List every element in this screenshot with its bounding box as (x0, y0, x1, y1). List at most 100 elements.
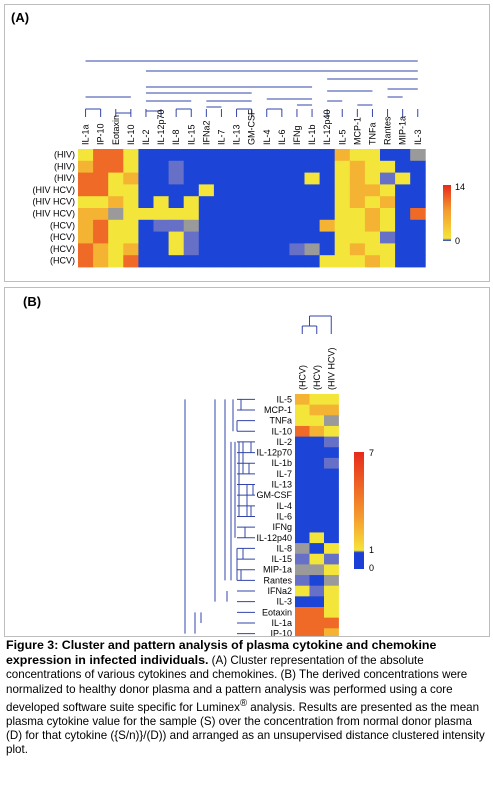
heatmap-a-cell (395, 196, 411, 209)
heatmap-a-cell (108, 184, 124, 197)
heatmap-a-cell (244, 184, 260, 197)
heatmap-a-cell (319, 219, 336, 232)
heatmap-a-cell (153, 255, 169, 268)
heatmap-a-cell (334, 184, 351, 197)
heatmap-a-cell (380, 149, 396, 162)
heatmap-a-cell (410, 243, 426, 256)
heatmap-a-cell (334, 160, 351, 173)
heatmap-a-cell (198, 219, 215, 232)
heatmap-a-cell (334, 243, 351, 256)
heatmap-a-cell (93, 255, 109, 268)
legend-b-max: 7 (369, 448, 374, 458)
heatmap-a-cell (108, 208, 124, 221)
column-label-a: TNFa (367, 123, 377, 146)
heatmap-a-cell (380, 184, 396, 197)
heatmap-a-cell (380, 243, 396, 256)
heatmap-a-cell (349, 149, 366, 162)
row-label-a: (HCV) (50, 232, 75, 242)
heatmap-b-cell (324, 628, 339, 640)
heatmap-a-cell (108, 255, 124, 268)
heatmap-a-cell (138, 184, 154, 197)
panel-a: (A) IL-1a IP-10 Eotaxin IL-10 IL-2 IL-12p70 IL… (4, 4, 490, 282)
heatmap-a-cell (319, 243, 336, 256)
heatmap-a-cell (229, 208, 245, 221)
heatmap-a-cell (108, 243, 124, 256)
heatmap-a-cell (319, 149, 336, 162)
heatmap-a-cell (108, 160, 124, 173)
heatmap-a-cell (78, 243, 94, 256)
caption-registered-mark: ® (239, 697, 248, 709)
heatmap-b-cell (324, 404, 339, 416)
heatmap-a-cell (229, 219, 245, 232)
heatmap-a-cell (319, 255, 336, 268)
heatmap-a-cell (274, 196, 290, 209)
heatmap-a-cell (108, 149, 124, 162)
heatmap-a-cell (78, 196, 94, 209)
heatmap-b-cell (324, 457, 339, 469)
heatmap-a-cell (395, 160, 411, 173)
heatmap-b-cell (324, 468, 339, 480)
heatmap-a-cell (168, 208, 185, 221)
heatmap-b-cell (324, 564, 339, 576)
heatmap-a-cell (78, 160, 94, 173)
heatmap-a-cell (380, 219, 396, 232)
heatmap-a-cell (153, 208, 169, 221)
heatmap-b-cell (295, 436, 310, 448)
heatmap-a-cell (153, 231, 169, 244)
heatmap-a-cell (123, 231, 139, 244)
heatmap-a-cell (349, 231, 366, 244)
heatmap-a-cell (319, 172, 336, 185)
heatmap-a-cell (289, 160, 305, 173)
heatmap-a-cell (108, 219, 124, 232)
heatmap-a-cell (364, 243, 381, 256)
heatmap-b-cell (309, 415, 325, 427)
heatmap-a-cell (364, 255, 381, 268)
heatmap-a-cell (229, 231, 245, 244)
heatmap-a-cell (183, 231, 200, 244)
heatmap-a-cell (213, 243, 230, 256)
heatmap-a-cell (274, 208, 290, 221)
heatmap-b-cell (309, 447, 325, 459)
heatmap-a-cell (304, 184, 320, 197)
legend-b-mid: 1 (369, 545, 374, 555)
heatmap-a-cell (138, 255, 154, 268)
heatmap-a-cell (123, 208, 139, 221)
heatmap-b-cell (309, 425, 325, 437)
heatmap-a-cell (395, 172, 411, 185)
heatmap-a-cell (334, 149, 351, 162)
heatmap-b-cell (324, 447, 339, 459)
heatmap-a-cell (364, 231, 381, 244)
heatmap-a-cell (198, 184, 215, 197)
heatmap-b-cell (295, 457, 310, 469)
column-label-a: IL-4 (262, 129, 272, 145)
heatmap-a-cell (168, 149, 185, 162)
heatmap-a-cell (198, 196, 215, 209)
column-label-b: (HCV) (297, 365, 307, 390)
heatmap-a-cell (153, 243, 169, 256)
heatmap-a-cell (229, 196, 245, 209)
column-label-a: IL-8 (171, 129, 181, 145)
heatmap-a-cell (123, 196, 139, 209)
heatmap-b-cell (324, 394, 339, 406)
heatmap-a-cell (274, 149, 290, 162)
heatmap-a-cell (274, 219, 290, 232)
row-label-b: MCP-1 (264, 405, 292, 415)
column-label-a: IL-3 (413, 129, 423, 145)
heatmap-a-cell (138, 172, 154, 185)
heatmap-a-cell (123, 172, 139, 185)
heatmap-a-cell (380, 196, 396, 209)
heatmap-a-cell (229, 172, 245, 185)
heatmap-a-cell (183, 255, 200, 268)
heatmap-a-cell (213, 231, 230, 244)
heatmap-b-cell (324, 532, 339, 544)
heatmap-b-cell (295, 511, 310, 523)
heatmap-a-cell (78, 231, 94, 244)
heatmap-a-cell (244, 160, 260, 173)
heatmap-a-cell (410, 172, 426, 185)
row-label-b: IL-2 (276, 437, 292, 447)
heatmap-a-cell (123, 149, 139, 162)
caption-text-part1: (A) Cluster representation of the absolu… (6, 654, 468, 714)
heatmap-a-cell (259, 172, 275, 185)
heatmap-a-cell (410, 255, 426, 268)
heatmap-a-cell (198, 243, 215, 256)
